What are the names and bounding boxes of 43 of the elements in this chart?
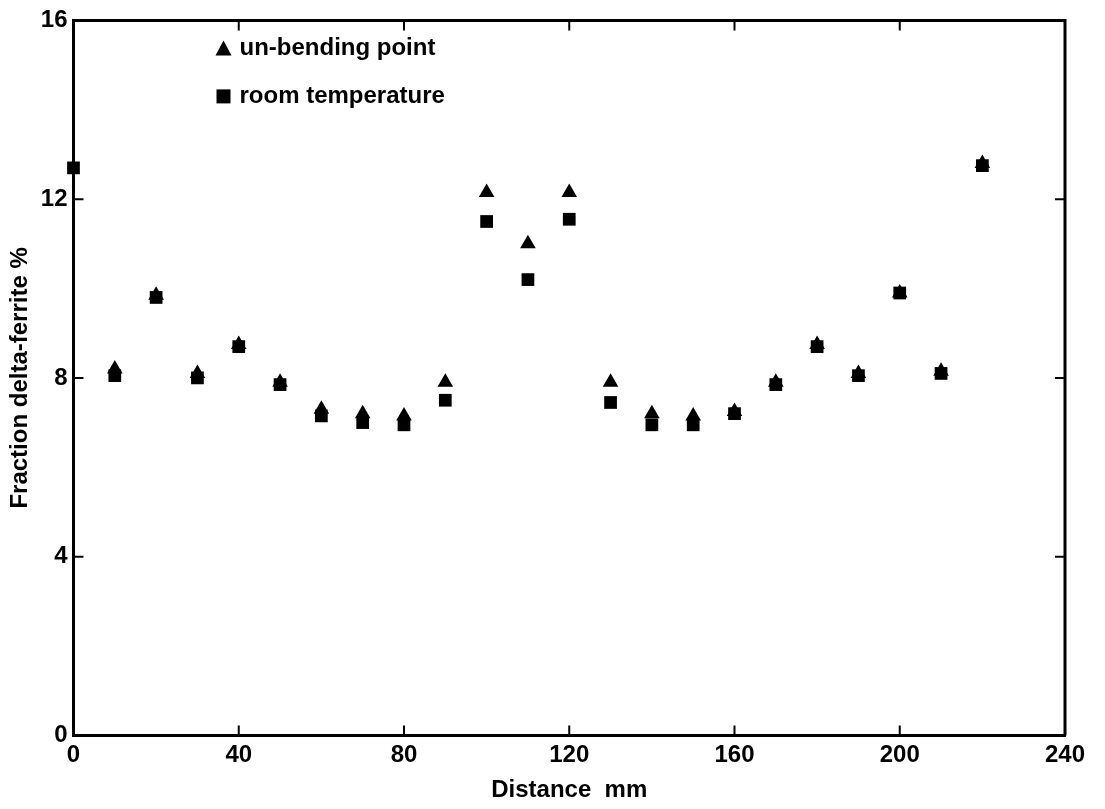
point: [809, 335, 825, 349]
point: [230, 335, 247, 349]
y-axis-title: Fraction delta-ferrite %: [5, 247, 33, 509]
y-tick-label: 12: [40, 183, 68, 211]
x-tick-label: 120: [549, 740, 590, 768]
point: [438, 393, 452, 407]
point: [354, 404, 371, 419]
x-tick-label: 80: [390, 740, 418, 768]
legend-label: room temperature: [239, 81, 445, 109]
x-tick-label: 200: [879, 740, 920, 768]
point: [768, 373, 784, 387]
point: [189, 364, 206, 378]
point: [604, 396, 617, 409]
legend-label: un-bending point: [239, 33, 436, 61]
point: [437, 373, 454, 387]
point: [850, 364, 867, 378]
point: [562, 212, 576, 226]
point: [726, 402, 743, 416]
point: [272, 373, 288, 387]
y-tick-label: 16: [40, 5, 68, 33]
y-tick-label: 0: [54, 720, 68, 748]
point: [685, 406, 701, 421]
point: [107, 359, 123, 374]
point: [645, 418, 659, 432]
point: [67, 161, 80, 175]
point: [313, 400, 330, 414]
point: [644, 404, 660, 419]
y-tick-label: 4: [54, 541, 69, 569]
point: [396, 406, 412, 421]
y-tick-label: 8: [54, 362, 68, 390]
point: [933, 362, 949, 376]
x-tick-label: 240: [1044, 740, 1086, 768]
point: [148, 286, 164, 300]
point: [480, 215, 493, 228]
point: [974, 154, 991, 168]
point: [602, 373, 619, 387]
x-axis-title: Distance mm: [491, 775, 648, 803]
point: [521, 273, 535, 286]
point: [561, 183, 578, 197]
x-tick-label: 160: [714, 740, 755, 768]
point: [520, 234, 536, 249]
x-tick-label: 40: [225, 740, 253, 768]
point: [478, 183, 495, 197]
